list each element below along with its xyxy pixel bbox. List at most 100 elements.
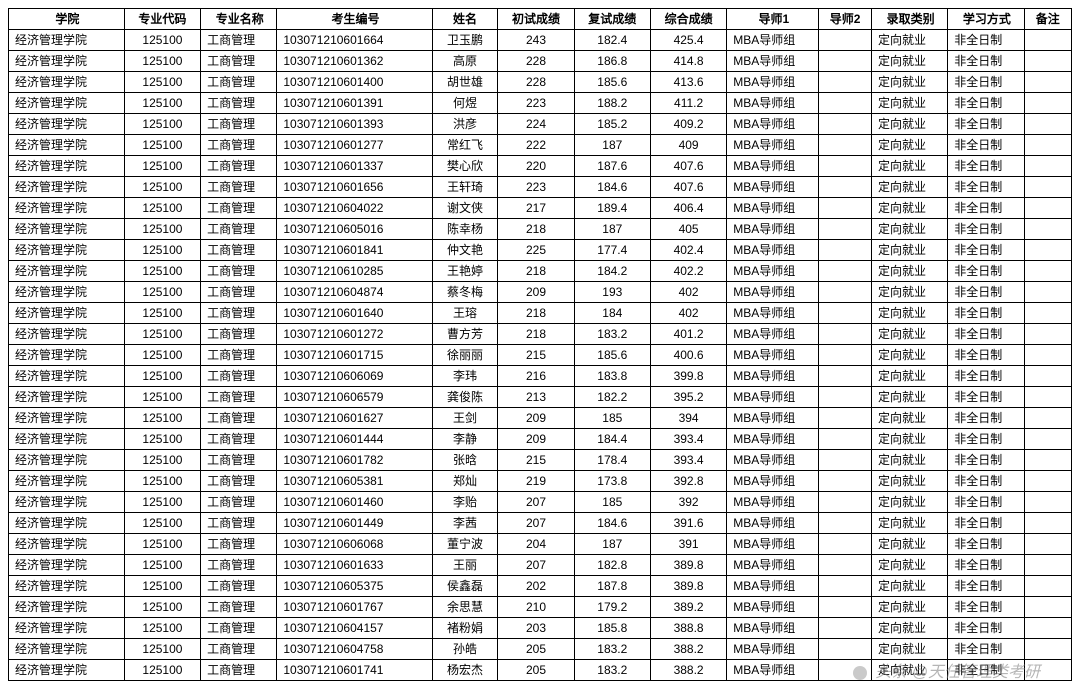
table-cell: 103071210605375	[277, 576, 432, 597]
table-cell: 经济管理学院	[9, 198, 125, 219]
table-cell	[1024, 240, 1071, 261]
table-cell: 183.8	[574, 366, 650, 387]
table-cell: 125100	[124, 408, 200, 429]
table-row: 经济管理学院125100工商管理103071210601362高原228186.…	[9, 51, 1072, 72]
table-cell	[819, 135, 872, 156]
table-cell: 125100	[124, 345, 200, 366]
table-cell: 125100	[124, 282, 200, 303]
col-header: 考生编号	[277, 9, 432, 30]
table-cell: 王剑	[432, 408, 498, 429]
table-cell: 103071210601444	[277, 429, 432, 450]
table-cell: 经济管理学院	[9, 240, 125, 261]
table-row: 经济管理学院125100工商管理103071210604758孙皓205183.…	[9, 639, 1072, 660]
table-cell	[1024, 345, 1071, 366]
table-cell	[1024, 177, 1071, 198]
table-cell: 工商管理	[201, 639, 277, 660]
table-cell: 工商管理	[201, 324, 277, 345]
table-cell: 125100	[124, 177, 200, 198]
table-cell	[819, 534, 872, 555]
table-cell: MBA导师组	[727, 450, 819, 471]
table-cell	[819, 93, 872, 114]
table-cell: 103071210601393	[277, 114, 432, 135]
table-cell: 李茜	[432, 513, 498, 534]
table-cell: 工商管理	[201, 240, 277, 261]
table-cell: 217	[498, 198, 574, 219]
table-cell: 103071210601841	[277, 240, 432, 261]
table-cell: 103071210601782	[277, 450, 432, 471]
table-cell	[819, 639, 872, 660]
table-cell	[1024, 492, 1071, 513]
table-cell: 125100	[124, 156, 200, 177]
table-cell	[819, 513, 872, 534]
table-cell: 393.4	[650, 429, 726, 450]
table-row: 经济管理学院125100工商管理103071210605381郑灿219173.…	[9, 471, 1072, 492]
table-cell	[819, 30, 872, 51]
table-row: 经济管理学院125100工商管理103071210601841仲文艳225177…	[9, 240, 1072, 261]
table-cell	[1024, 198, 1071, 219]
table-cell: 207	[498, 492, 574, 513]
table-cell: MBA导师组	[727, 387, 819, 408]
table-cell: 经济管理学院	[9, 93, 125, 114]
table-cell: 定向就业	[871, 303, 947, 324]
table-cell: 409.2	[650, 114, 726, 135]
table-row: 经济管理学院125100工商管理103071210601664卫玉鹏243182…	[9, 30, 1072, 51]
table-cell	[1024, 51, 1071, 72]
table-cell: 125100	[124, 492, 200, 513]
table-cell: 经济管理学院	[9, 408, 125, 429]
col-header: 备注	[1024, 9, 1071, 30]
table-cell: 非全日制	[948, 450, 1024, 471]
table-cell	[819, 345, 872, 366]
table-cell	[1024, 72, 1071, 93]
col-header: 导师2	[819, 9, 872, 30]
table-cell	[1024, 408, 1071, 429]
table-row: 经济管理学院125100工商管理103071210601393洪彦224185.…	[9, 114, 1072, 135]
table-cell: 经济管理学院	[9, 450, 125, 471]
table-cell: 定向就业	[871, 156, 947, 177]
table-cell: 经济管理学院	[9, 597, 125, 618]
table-cell: 工商管理	[201, 345, 277, 366]
table-cell: MBA导师组	[727, 282, 819, 303]
table-cell: MBA导师组	[727, 156, 819, 177]
table-cell: 103071210601715	[277, 345, 432, 366]
table-cell: 222	[498, 135, 574, 156]
table-cell: 177.4	[574, 240, 650, 261]
table-cell: 203	[498, 618, 574, 639]
table-cell: 定向就业	[871, 618, 947, 639]
table-cell: MBA导师组	[727, 471, 819, 492]
table-cell: 经济管理学院	[9, 366, 125, 387]
table-cell: 定向就业	[871, 282, 947, 303]
table-cell: 188.2	[574, 93, 650, 114]
table-cell: 非全日制	[948, 198, 1024, 219]
table-cell: 389.8	[650, 555, 726, 576]
table-cell: 225	[498, 240, 574, 261]
table-cell: MBA导师组	[727, 618, 819, 639]
table-cell: 非全日制	[948, 51, 1024, 72]
table-cell: 125100	[124, 366, 200, 387]
table-cell: 103071210601272	[277, 324, 432, 345]
table-cell: 393.4	[650, 450, 726, 471]
table-cell: 胡世雄	[432, 72, 498, 93]
table-cell: 187	[574, 219, 650, 240]
table-cell: 185	[574, 408, 650, 429]
table-cell	[1024, 366, 1071, 387]
table-cell: 非全日制	[948, 660, 1024, 681]
table-cell: 非全日制	[948, 366, 1024, 387]
table-cell: 224	[498, 114, 574, 135]
table-cell: 工商管理	[201, 576, 277, 597]
table-cell: 103071210601640	[277, 303, 432, 324]
table-cell	[1024, 513, 1071, 534]
table-cell: 223	[498, 93, 574, 114]
table-cell: 400.6	[650, 345, 726, 366]
table-cell: 125100	[124, 72, 200, 93]
table-cell: 218	[498, 324, 574, 345]
table-cell: 103071210601741	[277, 660, 432, 681]
table-cell: MBA导师组	[727, 219, 819, 240]
table-cell	[1024, 156, 1071, 177]
table-cell: 非全日制	[948, 135, 1024, 156]
table-cell: 定向就业	[871, 534, 947, 555]
table-cell: 郑灿	[432, 471, 498, 492]
table-cell: 王瑢	[432, 303, 498, 324]
table-cell: 228	[498, 51, 574, 72]
table-cell: 178.4	[574, 450, 650, 471]
table-row: 经济管理学院125100工商管理103071210604022谢文侠217189…	[9, 198, 1072, 219]
